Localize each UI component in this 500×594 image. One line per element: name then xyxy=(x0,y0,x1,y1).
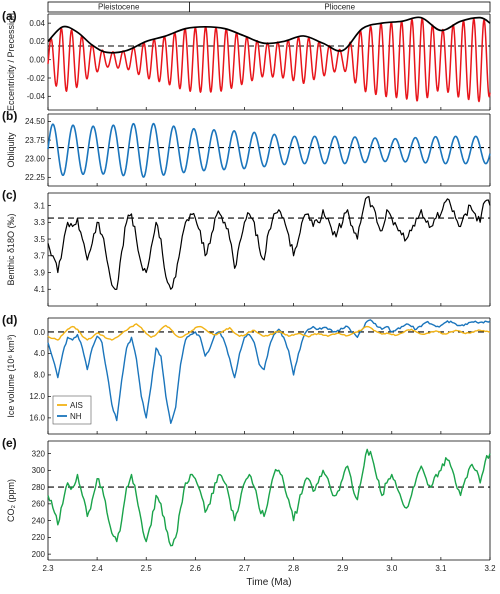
y-tick-label-e-3: 260 xyxy=(32,500,46,509)
y-tick-label-a-4: -0.04 xyxy=(27,92,46,101)
y-tick-label-d-0: 0.0 xyxy=(34,328,46,337)
panel-label-a: (a) xyxy=(2,9,17,23)
y-tick-label-e-6: 200 xyxy=(32,550,46,559)
y-tick-label-a-2: 0.00 xyxy=(29,56,45,65)
x-tick-label-9: 3.2 xyxy=(484,564,496,573)
x-tick-label-4: 2.7 xyxy=(239,564,251,573)
x-tick-label-1: 2.4 xyxy=(92,564,104,573)
panel-label-c: (c) xyxy=(2,188,17,202)
series-line-ais xyxy=(47,323,491,341)
x-tick-label-2: 2.5 xyxy=(141,564,153,573)
legend-frame xyxy=(52,395,92,425)
y-axis-label-d: Ice volume (10⁶ km³) xyxy=(6,334,16,417)
y-axis-label-b: Obliquity xyxy=(6,132,16,168)
y-tick-label-a-3: -0.02 xyxy=(27,74,46,83)
y-tick-label-d-2: 8.0 xyxy=(34,371,46,380)
series-line-nh xyxy=(47,319,491,424)
y-tick-label-d-3: 12.0 xyxy=(29,392,45,401)
x-tick-label-7: 3.0 xyxy=(386,564,398,573)
x-axis-label: Time (Ma) xyxy=(246,577,291,588)
y-axis-label-e: CO₂ (ppm) xyxy=(6,479,16,522)
legend-d: AIS NH xyxy=(52,395,92,425)
series-line-obliquity xyxy=(47,122,491,178)
x-tick-label-8: 3.1 xyxy=(435,564,447,573)
y-tick-label-e-5: 220 xyxy=(32,533,46,542)
y-tick-label-e-1: 300 xyxy=(32,466,46,475)
y-tick-label-b-0: 24.50 xyxy=(25,117,46,126)
series-line-precession xyxy=(47,17,491,103)
era-label-pliocene: Pliocene xyxy=(324,3,355,12)
panel-label-b: (b) xyxy=(2,109,17,123)
y-tick-label-c-5: 4.1 xyxy=(34,285,46,294)
x-axis: 2.3 2.4 2.5 2.6 2.7 2.8 2.9 3.0 3.1 3.2 xyxy=(42,564,496,573)
panel-d: (d) Ice volume (10⁶ km³) AIS NH 0.0 4.0 8.… xyxy=(2,313,491,435)
y-tick-label-e-4: 240 xyxy=(32,516,46,525)
y-tick-label-e-0: 320 xyxy=(32,449,46,458)
y-tick-label-a-1: 0.02 xyxy=(29,37,45,46)
era-bar: Pleistocene Pliocene xyxy=(47,1,491,13)
era-label-pleistocene: Pleistocene xyxy=(98,3,140,12)
y-tick-label-e-2: 280 xyxy=(32,483,46,492)
x-tick-label-5: 2.8 xyxy=(288,564,300,573)
panel-b: (b) Obliquity 24.50 23.75 23.00 22.25 xyxy=(2,109,491,187)
legend-label-ais: AIS xyxy=(70,401,83,410)
panel-label-d: (d) xyxy=(2,313,17,327)
panel-label-e: (e) xyxy=(2,436,17,450)
y-tick-label-c-4: 3.9 xyxy=(34,268,46,277)
legend-label-nh: NH xyxy=(70,412,82,421)
x-tick-label-0: 2.3 xyxy=(42,564,54,573)
y-tick-label-d-1: 4.0 xyxy=(34,349,46,358)
series-line-benthic xyxy=(47,195,491,291)
y-axis-label-c: Benthic δ18O (‰) xyxy=(6,213,16,285)
series-line-eccentricity xyxy=(47,16,491,54)
panel-c: (c) Benthic δ18O (‰) 3.1 3.3 3.5 3.7 3.9 4.1 xyxy=(2,188,491,307)
panel-a: (a) Eccentricity / Precession 0.04 0.02 0.… xyxy=(2,9,491,111)
y-tick-label-b-3: 22.25 xyxy=(25,173,46,182)
y-tick-label-c-3: 3.7 xyxy=(34,252,46,261)
panel-e: (e) CO₂ (ppm) 320 300 280 260 240 220 200 xyxy=(2,436,491,561)
y-tick-label-c-0: 3.1 xyxy=(34,201,46,210)
x-tick-label-3: 2.6 xyxy=(190,564,202,573)
y-tick-label-c-2: 3.5 xyxy=(34,235,46,244)
y-tick-label-d-4: 16.0 xyxy=(29,414,45,423)
era-bar-frame xyxy=(47,1,491,13)
y-tick-label-b-2: 23.00 xyxy=(25,154,46,163)
y-tick-label-b-1: 23.75 xyxy=(25,136,46,145)
y-tick-label-c-1: 3.3 xyxy=(34,218,46,227)
y-axis-label-a: Eccentricity / Precession xyxy=(6,13,16,111)
series-line-co2 xyxy=(47,448,491,547)
y-tick-label-a-0: 0.04 xyxy=(29,19,45,28)
x-tick-label-6: 2.9 xyxy=(337,564,349,573)
